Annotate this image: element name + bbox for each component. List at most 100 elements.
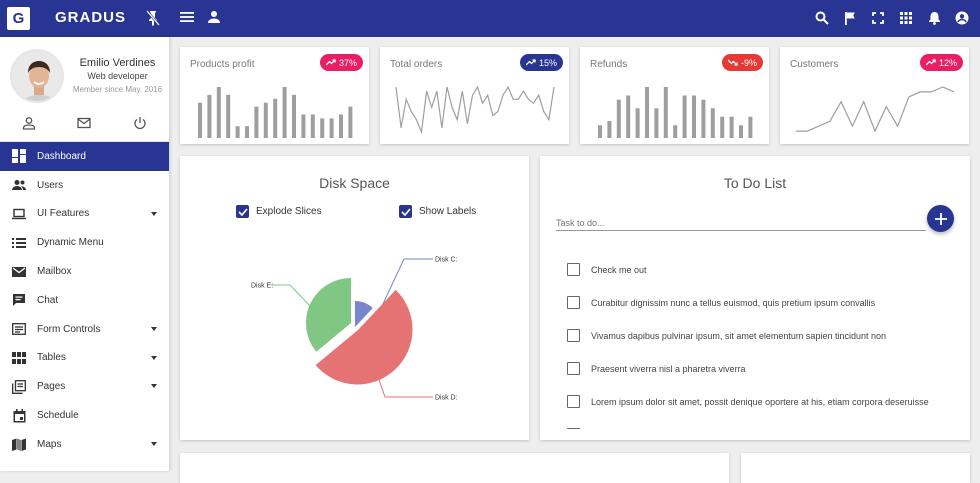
pie-slice-label: Disk C: bbox=[435, 257, 458, 264]
explode-slices-checkbox[interactable]: Explode Slices bbox=[236, 205, 322, 218]
account-circle-icon[interactable] bbox=[954, 10, 970, 26]
bell-icon[interactable] bbox=[926, 10, 942, 26]
chevron-down-icon[interactable] bbox=[151, 384, 157, 389]
todo-item: Vivamus dapibus pulvinar ipsum, sit amet… bbox=[567, 319, 947, 352]
sidebar-item-mailbox[interactable]: Mailbox bbox=[0, 257, 169, 286]
task-input[interactable] bbox=[556, 215, 926, 231]
todo-item: Lorem ipsum dolor sit amet, possit deniq… bbox=[567, 385, 947, 418]
spark-bar bbox=[282, 87, 287, 138]
spark-bar bbox=[598, 125, 602, 138]
sidebar-item-chat[interactable]: Chat bbox=[0, 286, 169, 315]
show-labels-checkbox[interactable]: Show Labels bbox=[399, 205, 476, 218]
sidebar-item-label: Pages bbox=[37, 381, 66, 393]
todo-item-text: Vivamus dapibus pulvinar ipsum, sit amet… bbox=[591, 330, 886, 341]
todo-item: Praesent viverra nisl a pharetra viverra bbox=[567, 352, 947, 385]
stat-badge: 12% bbox=[919, 54, 963, 71]
spark-bar bbox=[339, 114, 343, 138]
profile-person-icon[interactable] bbox=[21, 115, 37, 131]
todo-checkbox[interactable] bbox=[567, 395, 580, 408]
spark-bar bbox=[626, 95, 631, 138]
todo-checkbox[interactable] bbox=[567, 296, 580, 309]
todo-item: Duis ut ante quis massa vehicula eleifen… bbox=[567, 418, 947, 429]
search-icon[interactable] bbox=[814, 10, 830, 26]
disk-pie-chart: Disk C: Disk D: Disk E: bbox=[251, 257, 458, 402]
flag-icon[interactable] bbox=[842, 10, 858, 26]
stat-title: Customers bbox=[790, 59, 839, 70]
laptop-icon bbox=[12, 207, 26, 221]
chevron-down-icon[interactable] bbox=[151, 211, 157, 216]
profile-member-since: Member since May. 2016 bbox=[72, 85, 163, 94]
sidebar-item-label: Users bbox=[37, 179, 64, 191]
stat-card-products-profit: Products profit 37% bbox=[180, 47, 369, 144]
sidebar-item-dynamic-menu[interactable]: Dynamic Menu bbox=[0, 228, 169, 257]
stat-badge-value: 37% bbox=[338, 57, 357, 68]
spark-bar bbox=[292, 94, 296, 138]
stat-badge-value: -9% bbox=[740, 57, 757, 68]
apps-icon[interactable] bbox=[898, 10, 914, 26]
todo-item: Check me out bbox=[567, 253, 947, 286]
list-icon bbox=[12, 236, 26, 250]
chevron-down-icon[interactable] bbox=[151, 441, 157, 446]
fullscreen-icon[interactable] bbox=[870, 10, 886, 26]
spark-line bbox=[395, 85, 555, 135]
sidebar-item-form-controls[interactable]: Form Controls bbox=[0, 315, 169, 344]
todo-item-text: Lorem ipsum dolor sit amet, possit deniq… bbox=[591, 396, 929, 407]
profile-power-icon[interactable] bbox=[132, 115, 148, 131]
todo-item-text: Check me out bbox=[591, 264, 647, 275]
spark-bar bbox=[654, 108, 659, 138]
spark-bar bbox=[720, 116, 725, 138]
sidebar-item-users[interactable]: Users bbox=[0, 171, 169, 200]
stat-badge: 37% bbox=[319, 54, 363, 71]
sidebar-item-label: Mailbox bbox=[37, 266, 72, 278]
sidebar-item-tables[interactable]: Tables bbox=[0, 344, 169, 373]
spark-bar bbox=[663, 87, 668, 138]
sidebar-item-label: Chat bbox=[37, 294, 59, 306]
todo-item-text: Praesent viverra nisl a pharetra viverra bbox=[591, 363, 746, 374]
show-labels-label: Show Labels bbox=[419, 206, 477, 217]
todo-checkbox[interactable] bbox=[567, 329, 580, 342]
menu-icon[interactable] bbox=[180, 11, 194, 23]
spark-bar bbox=[235, 126, 240, 138]
todo-card: To Do List Check me out Curabitur digniss… bbox=[540, 156, 970, 440]
pin-off-icon[interactable] bbox=[146, 10, 160, 26]
checkbox-checked-icon bbox=[399, 205, 412, 218]
app-logo[interactable]: G bbox=[7, 7, 30, 30]
spark-bar bbox=[673, 125, 678, 138]
stat-card-customers: Customers 12% bbox=[780, 47, 969, 144]
sidebar-item-maps[interactable]: Maps bbox=[0, 430, 169, 459]
users-icon bbox=[12, 178, 26, 192]
spark-bar bbox=[226, 94, 231, 138]
stat-sparkline bbox=[598, 87, 753, 138]
user-profile: Emilio Verdines Web developer Member sin… bbox=[0, 37, 169, 142]
sidebar-item-schedule[interactable]: Schedule bbox=[0, 401, 169, 430]
spark-bar bbox=[682, 95, 687, 138]
add-task-button[interactable] bbox=[927, 205, 954, 232]
mail-icon bbox=[12, 265, 26, 279]
map-icon bbox=[12, 437, 26, 451]
sidebar-item-label: Schedule bbox=[37, 410, 79, 422]
todo-title: To Do List bbox=[723, 175, 787, 191]
stat-badge-value: 12% bbox=[938, 57, 957, 68]
chevron-down-icon[interactable] bbox=[151, 326, 157, 331]
sidebar-item-label: Tables bbox=[37, 352, 66, 364]
todo-checkbox[interactable] bbox=[567, 428, 580, 429]
sidebar-item-ui-features[interactable]: UI Features bbox=[0, 200, 169, 229]
spark-bar bbox=[692, 95, 696, 138]
todo-item: Curabitur dignissim nunc a tellus euismo… bbox=[567, 286, 947, 319]
todo-checkbox[interactable] bbox=[567, 263, 580, 276]
spark-bar bbox=[645, 87, 649, 138]
avatar[interactable] bbox=[10, 49, 64, 103]
todo-checkbox[interactable] bbox=[567, 362, 580, 375]
table-icon bbox=[12, 351, 26, 365]
spark-bar bbox=[710, 108, 715, 138]
sidebar-item-dashboard[interactable]: Dashboard bbox=[0, 142, 169, 171]
user-icon[interactable] bbox=[207, 10, 221, 24]
chevron-down-icon[interactable] bbox=[151, 355, 157, 360]
spark-bar bbox=[607, 121, 612, 138]
stat-sparkline bbox=[395, 85, 555, 135]
sidebar-item-pages[interactable]: Pages bbox=[0, 372, 169, 401]
profile-mail-icon[interactable] bbox=[76, 115, 92, 131]
spark-bar bbox=[254, 106, 259, 138]
profile-name: Emilio Verdines bbox=[79, 57, 156, 69]
bottom-card-right bbox=[741, 453, 970, 483]
